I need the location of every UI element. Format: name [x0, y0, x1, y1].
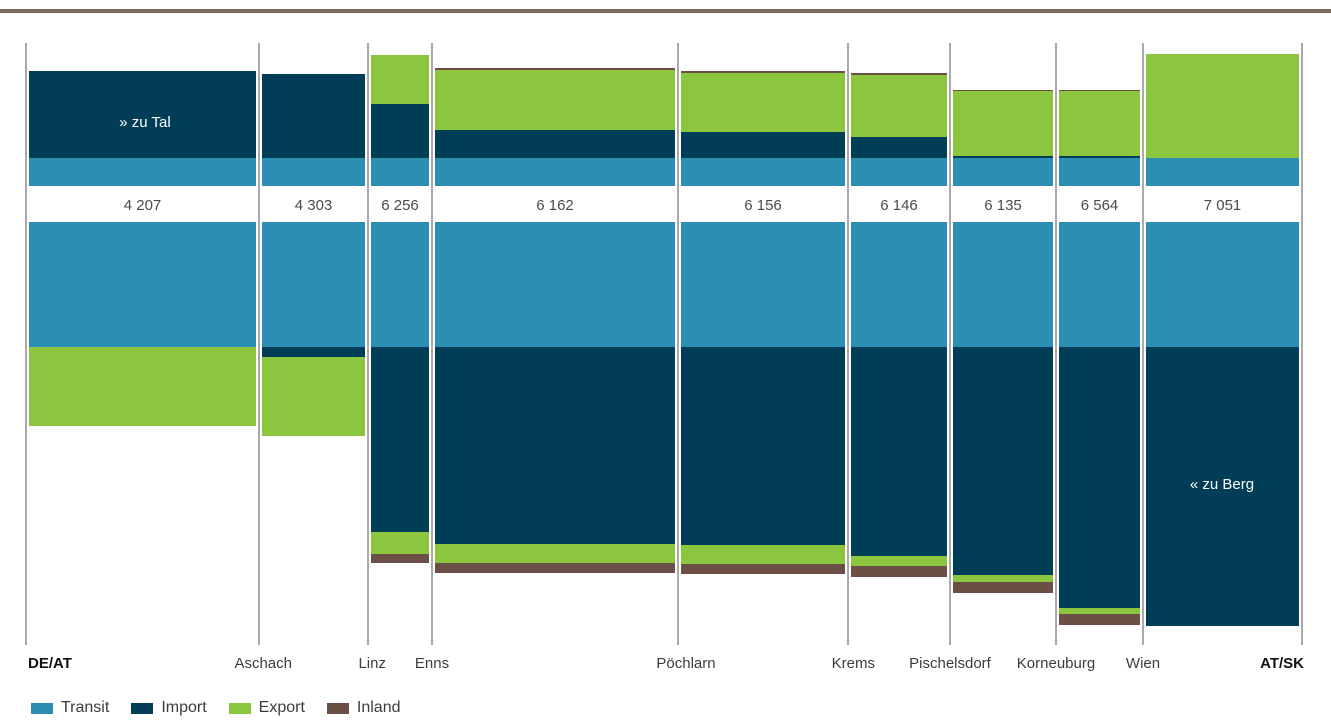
bar-up-inland-4: [681, 564, 845, 574]
location-label-9: AT/SK: [1260, 655, 1304, 672]
bar-segments: [29, 54, 1299, 626]
bar-up-import-3: [435, 347, 675, 544]
bar-down-transit-3: [435, 158, 675, 186]
bar-up-export-4: [681, 545, 845, 564]
bar-up-transit-0: [29, 222, 256, 347]
total-label-8: 7 051: [1204, 197, 1242, 214]
legend-label-transit: Transit: [61, 699, 110, 716]
bar-down-import-2: [371, 104, 429, 158]
legend-item-import: Import: [131, 699, 207, 717]
bar-down-import-3: [435, 130, 675, 158]
bar-up-export-5: [851, 556, 947, 566]
legend-item-transit: Transit: [31, 699, 109, 717]
bar-down-import-1: [262, 74, 365, 158]
bar-down-import-7: [1059, 156, 1140, 158]
bar-down-inland-7: [1059, 90, 1140, 91]
legend-label-inland: Inland: [356, 699, 401, 716]
total-label-3: 6 162: [536, 197, 574, 214]
bar-down-inland-5: [851, 73, 947, 75]
bar-up-inland-5: [851, 566, 947, 577]
bar-up-transit-4: [681, 222, 845, 347]
legend-swatch-export: [228, 702, 251, 714]
bar-down-import-4: [681, 132, 845, 158]
bar-up-import-5: [851, 347, 947, 556]
direction-label-upstream: « zu Berg: [1190, 476, 1254, 493]
bar-up-import-4: [681, 347, 845, 545]
total-labels: 4 207 4 303 6 256 6 162 6 156 6 146 6 135 6 564…: [124, 197, 1242, 214]
freight-flow-chart: 4 207 4 303 6 256 6 162 6 156 6 146 6 135 6 564…: [0, 9, 1331, 672]
bar-down-inland-4: [681, 71, 845, 73]
bar-down-transit-2: [371, 158, 429, 186]
bar-up-export-2: [371, 532, 429, 554]
bar-up-import-1: [262, 347, 365, 357]
total-label-6: 6 135: [984, 197, 1022, 214]
bar-up-transit-8: [1146, 222, 1299, 347]
bar-down-transit-4: [681, 158, 845, 186]
bar-up-import-6: [953, 347, 1053, 575]
bar-up-transit-6: [953, 222, 1053, 347]
legend-swatch-transit: [31, 702, 53, 714]
total-label-0: 4 207: [124, 197, 162, 214]
legend-label-export: Export: [258, 699, 305, 716]
bar-down-export-7: [1059, 91, 1140, 156]
bar-up-import-7: [1059, 347, 1140, 608]
bar-down-transit-7: [1059, 158, 1140, 186]
legend-label-import: Import: [161, 699, 207, 716]
legend-swatch-inland: [326, 702, 349, 714]
bar-down-export-5: [851, 75, 947, 137]
location-label-4: Pöchlarn: [656, 655, 715, 672]
direction-label-downstream: » zu Tal: [119, 114, 170, 131]
bar-up-export-1: [262, 357, 365, 436]
location-label-0: DE/AT: [28, 655, 72, 672]
bar-up-transit-3: [435, 222, 675, 347]
bar-up-export-0: [29, 347, 256, 426]
bar-down-transit-1: [262, 158, 365, 186]
bar-up-import-8: [1146, 347, 1299, 626]
bar-down-export-4: [681, 73, 845, 132]
bar-down-export-2: [371, 55, 429, 104]
bar-down-inland-6: [953, 90, 1053, 91]
bar-down-import-5: [851, 137, 947, 158]
location-labels: DE/AT Aschach Linz Enns Pöchlarn Krems Pischel…: [28, 655, 1304, 672]
total-label-4: 6 156: [744, 197, 782, 214]
location-label-1: Aschach: [234, 655, 292, 672]
location-label-6: Pischelsdorf: [909, 655, 992, 672]
legend-item-inland: Inland: [326, 699, 401, 717]
bar-down-transit-8: [1146, 158, 1299, 186]
bar-down-export-3: [435, 70, 675, 130]
bar-up-import-2: [371, 347, 429, 532]
bar-down-export-8: [1146, 54, 1299, 158]
bar-down-transit-6: [953, 158, 1053, 186]
bar-up-inland-2: [371, 554, 429, 563]
bar-up-export-6: [953, 575, 1053, 582]
location-label-3: Enns: [415, 655, 449, 672]
location-label-7: Korneuburg: [1017, 655, 1095, 672]
bar-up-inland-3: [435, 563, 675, 573]
bar-up-export-7: [1059, 608, 1140, 614]
bar-down-export-6: [953, 91, 1053, 156]
location-gridlines: [25, 43, 1303, 645]
location-label-8: Wien: [1126, 655, 1160, 672]
legend: Transit Import Export Inland: [31, 699, 401, 717]
bar-up-transit-5: [851, 222, 947, 347]
legend-swatch-import: [131, 702, 154, 714]
bar-down-transit-0: [29, 158, 256, 186]
location-label-5: Krems: [832, 655, 875, 672]
bar-down-import-6: [953, 156, 1053, 158]
bar-down-transit-5: [851, 158, 947, 186]
total-label-1: 4 303: [295, 197, 333, 214]
bar-up-inland-6: [953, 582, 1053, 593]
total-label-2: 6 256: [381, 197, 419, 214]
bar-up-transit-1: [262, 222, 365, 347]
total-label-7: 6 564: [1081, 197, 1119, 214]
bar-up-transit-2: [371, 222, 429, 347]
legend-item-export: Export: [228, 699, 305, 717]
location-label-2: Linz: [358, 655, 386, 672]
bar-down-import-0: [29, 71, 256, 158]
bar-down-inland-3: [435, 68, 675, 70]
total-label-5: 6 146: [880, 197, 918, 214]
bar-up-inland-7: [1059, 614, 1140, 625]
bar-up-export-3: [435, 544, 675, 563]
bar-up-transit-7: [1059, 222, 1140, 347]
